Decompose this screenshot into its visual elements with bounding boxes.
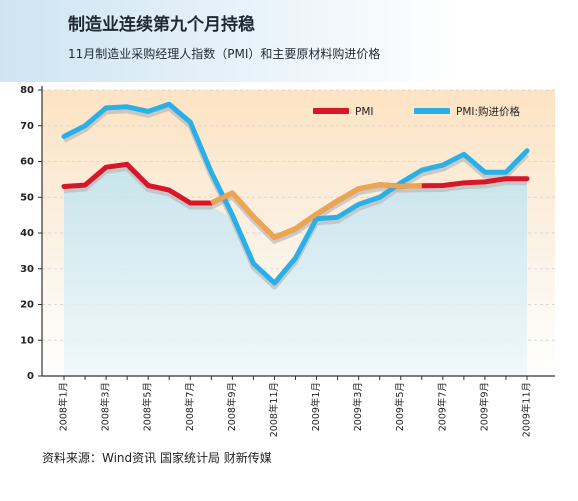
lower-area-fill xyxy=(64,167,527,376)
source-note: 资料来源：Wind资讯 国家统计局 财新传媒 xyxy=(42,451,272,465)
area-fills xyxy=(64,167,527,376)
x-tick-label: 2009年5月 xyxy=(394,382,406,431)
x-tick-label: 2009年9月 xyxy=(478,382,490,431)
x-tick-label: 2008年3月 xyxy=(100,382,112,431)
x-tick-label: 2008年7月 xyxy=(184,382,196,431)
legend-label: PMI xyxy=(355,106,374,118)
chart-title: 制造业连续第九个月持稳 xyxy=(68,15,255,35)
y-tick-label: 50 xyxy=(20,192,34,203)
y-axis-ticks: 0 10 20 30 40 50 60 70 80 xyxy=(20,85,42,382)
y-tick-label: 10 xyxy=(20,335,34,346)
x-tick-label: 2009年1月 xyxy=(310,382,322,431)
x-tick-label: 2008年11月 xyxy=(268,382,280,437)
y-tick-label: 60 xyxy=(20,157,34,168)
legend: PMI PMI:购进价格 xyxy=(313,105,521,118)
pmi-line-shadow xyxy=(63,165,527,244)
x-tick-label: 2008年5月 xyxy=(142,382,154,431)
y-tick-label: 80 xyxy=(20,85,34,96)
chart-header xyxy=(0,0,578,82)
x-tick-label: 2009年11月 xyxy=(521,382,533,437)
y-tick-label: 30 xyxy=(20,264,34,275)
chart-subtitle: 11月制造业采购经理人指数（PMI）和主要原材料购进价格 xyxy=(68,47,381,61)
legend-label: PMI:购进价格 xyxy=(456,105,521,118)
x-tick-label: 2009年3月 xyxy=(352,382,364,431)
y-tick-label: 40 xyxy=(20,228,34,239)
price-line-shadow xyxy=(62,105,529,290)
y-tick-label: 0 xyxy=(27,371,34,382)
x-tick-label: 2008年1月 xyxy=(58,382,70,431)
x-tick-label: 2008年9月 xyxy=(226,382,238,431)
x-axis-ticks: 2008年1月 2008年3月 2008年5月 2008年7月 2008年9月 2008年… xyxy=(58,376,533,437)
legend-swatch xyxy=(414,108,450,114)
pmi-highlight-segment xyxy=(210,182,422,240)
y-tick-label: 70 xyxy=(20,121,34,132)
y-tick-label: 20 xyxy=(20,300,34,311)
price-line xyxy=(61,101,530,286)
series-lines xyxy=(61,101,530,290)
x-tick-label: 2009年7月 xyxy=(436,382,448,431)
legend-swatch xyxy=(313,108,349,114)
